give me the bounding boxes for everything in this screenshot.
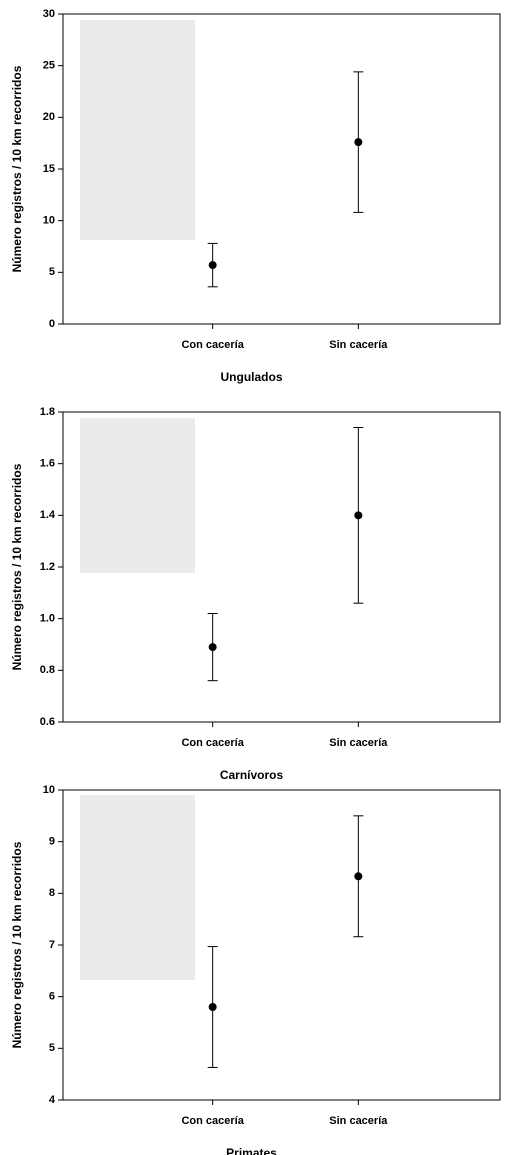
y-tick-label: 30 <box>43 8 55 20</box>
y-tick-label: 15 <box>43 163 55 175</box>
animal-illustration <box>80 795 195 980</box>
point <box>208 261 217 270</box>
y-tick-label: 1.2 <box>40 561 55 573</box>
y-tick-label: 25 <box>43 60 55 72</box>
y-tick-label: 7 <box>49 939 55 951</box>
animal-illustration <box>80 20 195 240</box>
y-tick-label: 6 <box>49 991 55 1003</box>
y-axis-label: Número registros / 10 km recorridos <box>10 841 24 1048</box>
y-tick-label: 1.0 <box>40 613 55 625</box>
y-tick-label: 0.6 <box>40 716 55 728</box>
x-axis-label: Primates <box>226 1146 277 1155</box>
y-axis-label: Número registros / 10 km recorridos <box>10 463 24 670</box>
x-tick-label: Con cacería <box>181 1115 244 1127</box>
x-tick-label: Con cacería <box>181 737 244 749</box>
point <box>208 1003 217 1011</box>
y-tick-label: 5 <box>49 1042 55 1054</box>
y-tick-label: 20 <box>43 111 55 123</box>
y-tick-label: 4 <box>49 1094 56 1106</box>
animal-illustration <box>80 418 195 573</box>
y-tick-label: 5 <box>49 266 55 278</box>
y-tick-label: 1.6 <box>40 458 55 470</box>
point <box>354 138 363 147</box>
y-tick-label: 1.4 <box>40 509 56 521</box>
point <box>354 872 363 881</box>
y-tick-label: 1.8 <box>40 406 55 418</box>
y-tick-label: 0.8 <box>40 664 55 676</box>
x-tick-label: Sin cacería <box>329 339 388 351</box>
x-axis-label: Carnívoros <box>220 768 284 782</box>
point <box>208 643 217 652</box>
y-tick-label: 10 <box>43 215 55 227</box>
x-tick-label: Sin cacería <box>329 1115 388 1127</box>
x-axis-label: Ungulados <box>221 370 283 384</box>
y-tick-label: 0 <box>49 318 55 330</box>
y-axis-label: Número registros / 10 km recorridos <box>10 65 24 272</box>
y-tick-label: 9 <box>49 836 55 848</box>
y-tick-label: 8 <box>49 887 55 899</box>
illustrations <box>80 20 195 980</box>
point <box>354 511 363 520</box>
x-tick-label: Sin cacería <box>329 737 388 749</box>
x-tick-label: Con cacería <box>181 339 244 351</box>
y-tick-label: 10 <box>43 784 55 796</box>
